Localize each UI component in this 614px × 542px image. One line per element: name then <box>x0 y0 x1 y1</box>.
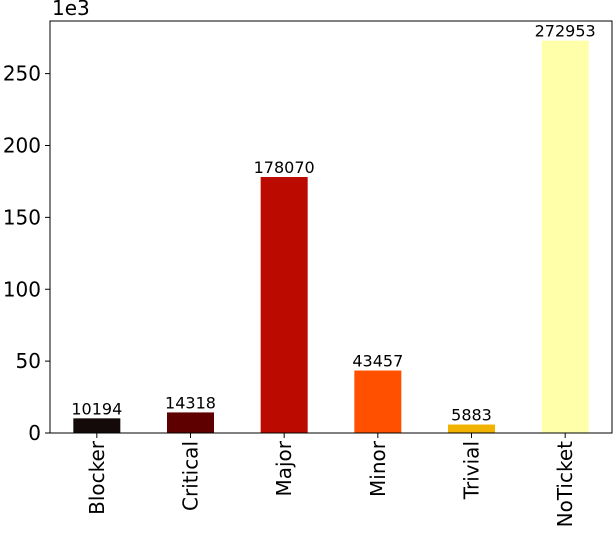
y-tick-label-100: 100 <box>3 277 41 301</box>
y-axis-offset-label: 1e3 <box>52 0 90 20</box>
x-tick-label-trivial: Trivial <box>460 441 484 500</box>
data-label-noticket: 272953 <box>535 22 596 41</box>
bar-major <box>260 177 308 433</box>
x-axis: Blocker Critical Major Minor Trivial NoTicket <box>85 433 577 527</box>
y-tick-label-150: 150 <box>3 205 41 229</box>
y-tick-label-250: 250 <box>3 62 41 86</box>
data-label-major: 178070 <box>254 158 315 177</box>
bar-minor <box>354 370 402 433</box>
y-tick-label-50: 50 <box>16 349 41 373</box>
x-tick-label-minor: Minor <box>366 440 390 497</box>
x-tick-label-noticket: NoTicket <box>553 441 577 528</box>
x-tick-label-blocker: Blocker <box>85 440 109 515</box>
data-label-minor: 43457 <box>352 352 403 371</box>
data-label-blocker: 10194 <box>71 399 122 418</box>
y-axis: 0 50 100 150 200 250 <box>3 62 50 445</box>
bar-noticket <box>541 40 589 434</box>
x-tick-label-major: Major <box>272 440 296 496</box>
bar-blocker <box>73 418 121 433</box>
bars-layer <box>73 40 589 434</box>
bar-trivial <box>448 424 495 433</box>
y-tick-label-0: 0 <box>28 421 41 445</box>
data-labels-layer: 10194 14318 178070 43457 5883 272953 <box>71 22 595 425</box>
data-label-trivial: 5883 <box>451 406 492 425</box>
data-label-critical: 14318 <box>165 393 216 412</box>
plot-frame <box>49 20 613 434</box>
bar-critical <box>167 412 214 433</box>
x-tick-label-critical: Critical <box>179 441 203 511</box>
y-tick-label-200: 200 <box>3 133 41 157</box>
